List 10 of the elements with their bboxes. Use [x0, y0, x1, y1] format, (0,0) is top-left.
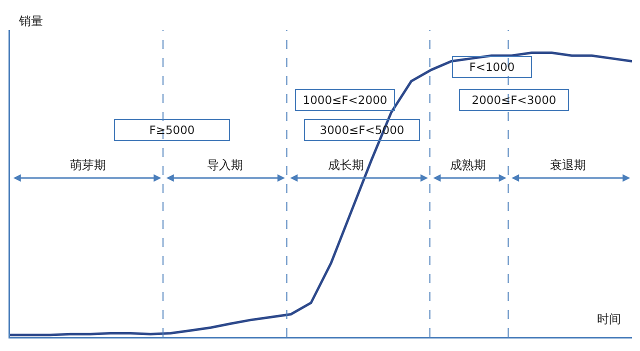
annotation: 衰退期: [550, 158, 586, 172]
annotation: 1000≤F<2000: [302, 93, 388, 107]
annotation: 导入期: [207, 158, 243, 172]
annotation: 萌芽期: [70, 158, 106, 172]
annotation: 成长期: [328, 158, 364, 172]
annotation: F<1000: [469, 60, 515, 74]
x-axis-title: 时间: [597, 312, 621, 326]
y-axis-title: 销量: [18, 14, 43, 28]
annotation: 成熟期: [450, 158, 486, 172]
annotation: F≥5000: [149, 123, 195, 137]
